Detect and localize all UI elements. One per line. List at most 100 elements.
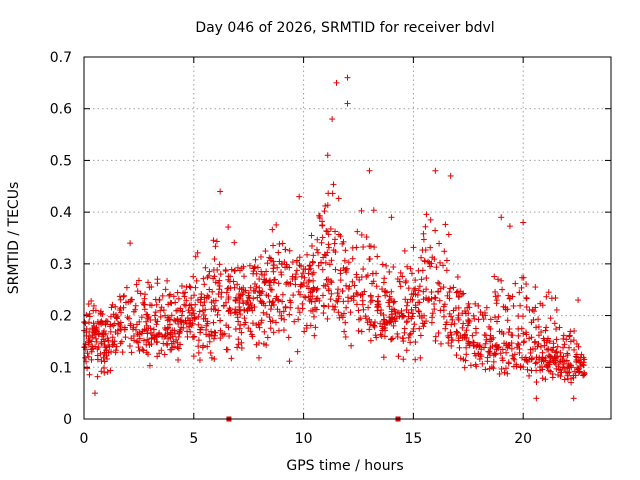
- data-point: [314, 236, 321, 243]
- data-point: [487, 336, 494, 343]
- data-point: [112, 347, 119, 354]
- data-point: [134, 288, 141, 295]
- data-point: [532, 284, 539, 291]
- data-point: [141, 306, 148, 313]
- data-point: [247, 284, 254, 291]
- x-tick-label: 20: [514, 431, 532, 447]
- data-point: [449, 316, 456, 323]
- data-point: [186, 309, 193, 316]
- data-point: [225, 324, 232, 331]
- data-point: [238, 339, 245, 346]
- data-point: [422, 223, 429, 230]
- data-point: [199, 302, 206, 309]
- data-point-extreme: [447, 172, 454, 179]
- data-point: [215, 307, 222, 314]
- grid-lines: [84, 57, 611, 419]
- data-point: [104, 335, 111, 342]
- data-point: [475, 316, 482, 323]
- data-point: [168, 340, 175, 347]
- data-point: [521, 338, 528, 345]
- data-point: [190, 333, 197, 340]
- data-point: [153, 333, 160, 340]
- data-point: [293, 258, 300, 265]
- data-point: [320, 254, 327, 261]
- data-point: [456, 293, 463, 300]
- data-point: [523, 357, 530, 364]
- data-point: [431, 306, 438, 313]
- data-point: [407, 339, 414, 346]
- data-point: [311, 332, 318, 339]
- data-point: [196, 308, 203, 315]
- y-tick-label: 0.2: [50, 309, 72, 325]
- data-point: [154, 280, 161, 287]
- data-point: [325, 244, 332, 251]
- data-point: [241, 306, 248, 313]
- data-point: [122, 299, 129, 306]
- data-point: [364, 319, 371, 326]
- data-point: [357, 315, 364, 322]
- data-point: [567, 328, 574, 335]
- data-point: [305, 270, 312, 277]
- data-point: [354, 291, 361, 298]
- data-point: [211, 273, 218, 280]
- data-point: [479, 360, 486, 367]
- data-point: [404, 318, 411, 325]
- data-point: [428, 289, 435, 296]
- data-point-extreme: [127, 240, 134, 247]
- data-point: [436, 280, 443, 287]
- data-point: [560, 332, 567, 339]
- data-point: [215, 290, 222, 297]
- data-point: [412, 356, 419, 363]
- data-point: [130, 333, 137, 340]
- data-point: [487, 316, 494, 323]
- data-point: [435, 329, 442, 336]
- data-point: [388, 314, 395, 321]
- data-point: [188, 295, 195, 302]
- data-point: [144, 336, 151, 343]
- data-point: [94, 346, 101, 353]
- data-point: [528, 367, 535, 374]
- data-point: [334, 290, 341, 297]
- data-point: [246, 262, 253, 269]
- data-point: [530, 316, 537, 323]
- data-point: [286, 311, 293, 318]
- data-point: [141, 291, 148, 298]
- data-point: [274, 264, 281, 271]
- data-point: [423, 211, 430, 218]
- data-point: [290, 292, 297, 299]
- data-point: [536, 354, 543, 361]
- data-point: [566, 333, 573, 340]
- data-point: [543, 346, 550, 353]
- data-point: [358, 328, 365, 335]
- axis-ticks: [83, 56, 611, 420]
- data-point: [556, 324, 563, 331]
- data-point: [228, 266, 235, 273]
- data-point: [533, 324, 540, 331]
- data-point: [109, 301, 116, 308]
- data-point: [84, 350, 91, 357]
- data-point: [510, 355, 517, 362]
- data-point: [572, 353, 579, 360]
- data-point: [141, 295, 148, 302]
- data-point: [523, 295, 530, 302]
- data-point: [498, 365, 505, 372]
- data-point: [249, 320, 256, 327]
- data-point-extreme: [570, 395, 577, 402]
- data-point: [314, 285, 321, 292]
- data-point: [270, 301, 277, 308]
- data-point: [374, 307, 381, 314]
- data-point: [324, 315, 331, 322]
- data-point: [195, 349, 202, 356]
- data-point: [89, 343, 96, 350]
- data-point: [417, 354, 424, 361]
- data-point: [405, 309, 412, 316]
- data-point: [490, 334, 497, 341]
- data-point: [145, 313, 152, 320]
- data-point: [139, 328, 146, 335]
- data-point: [101, 351, 108, 358]
- data-point: [121, 326, 128, 333]
- data-point: [541, 342, 548, 349]
- data-point: [88, 297, 95, 304]
- data-point: [427, 263, 434, 270]
- data-point: [312, 324, 319, 331]
